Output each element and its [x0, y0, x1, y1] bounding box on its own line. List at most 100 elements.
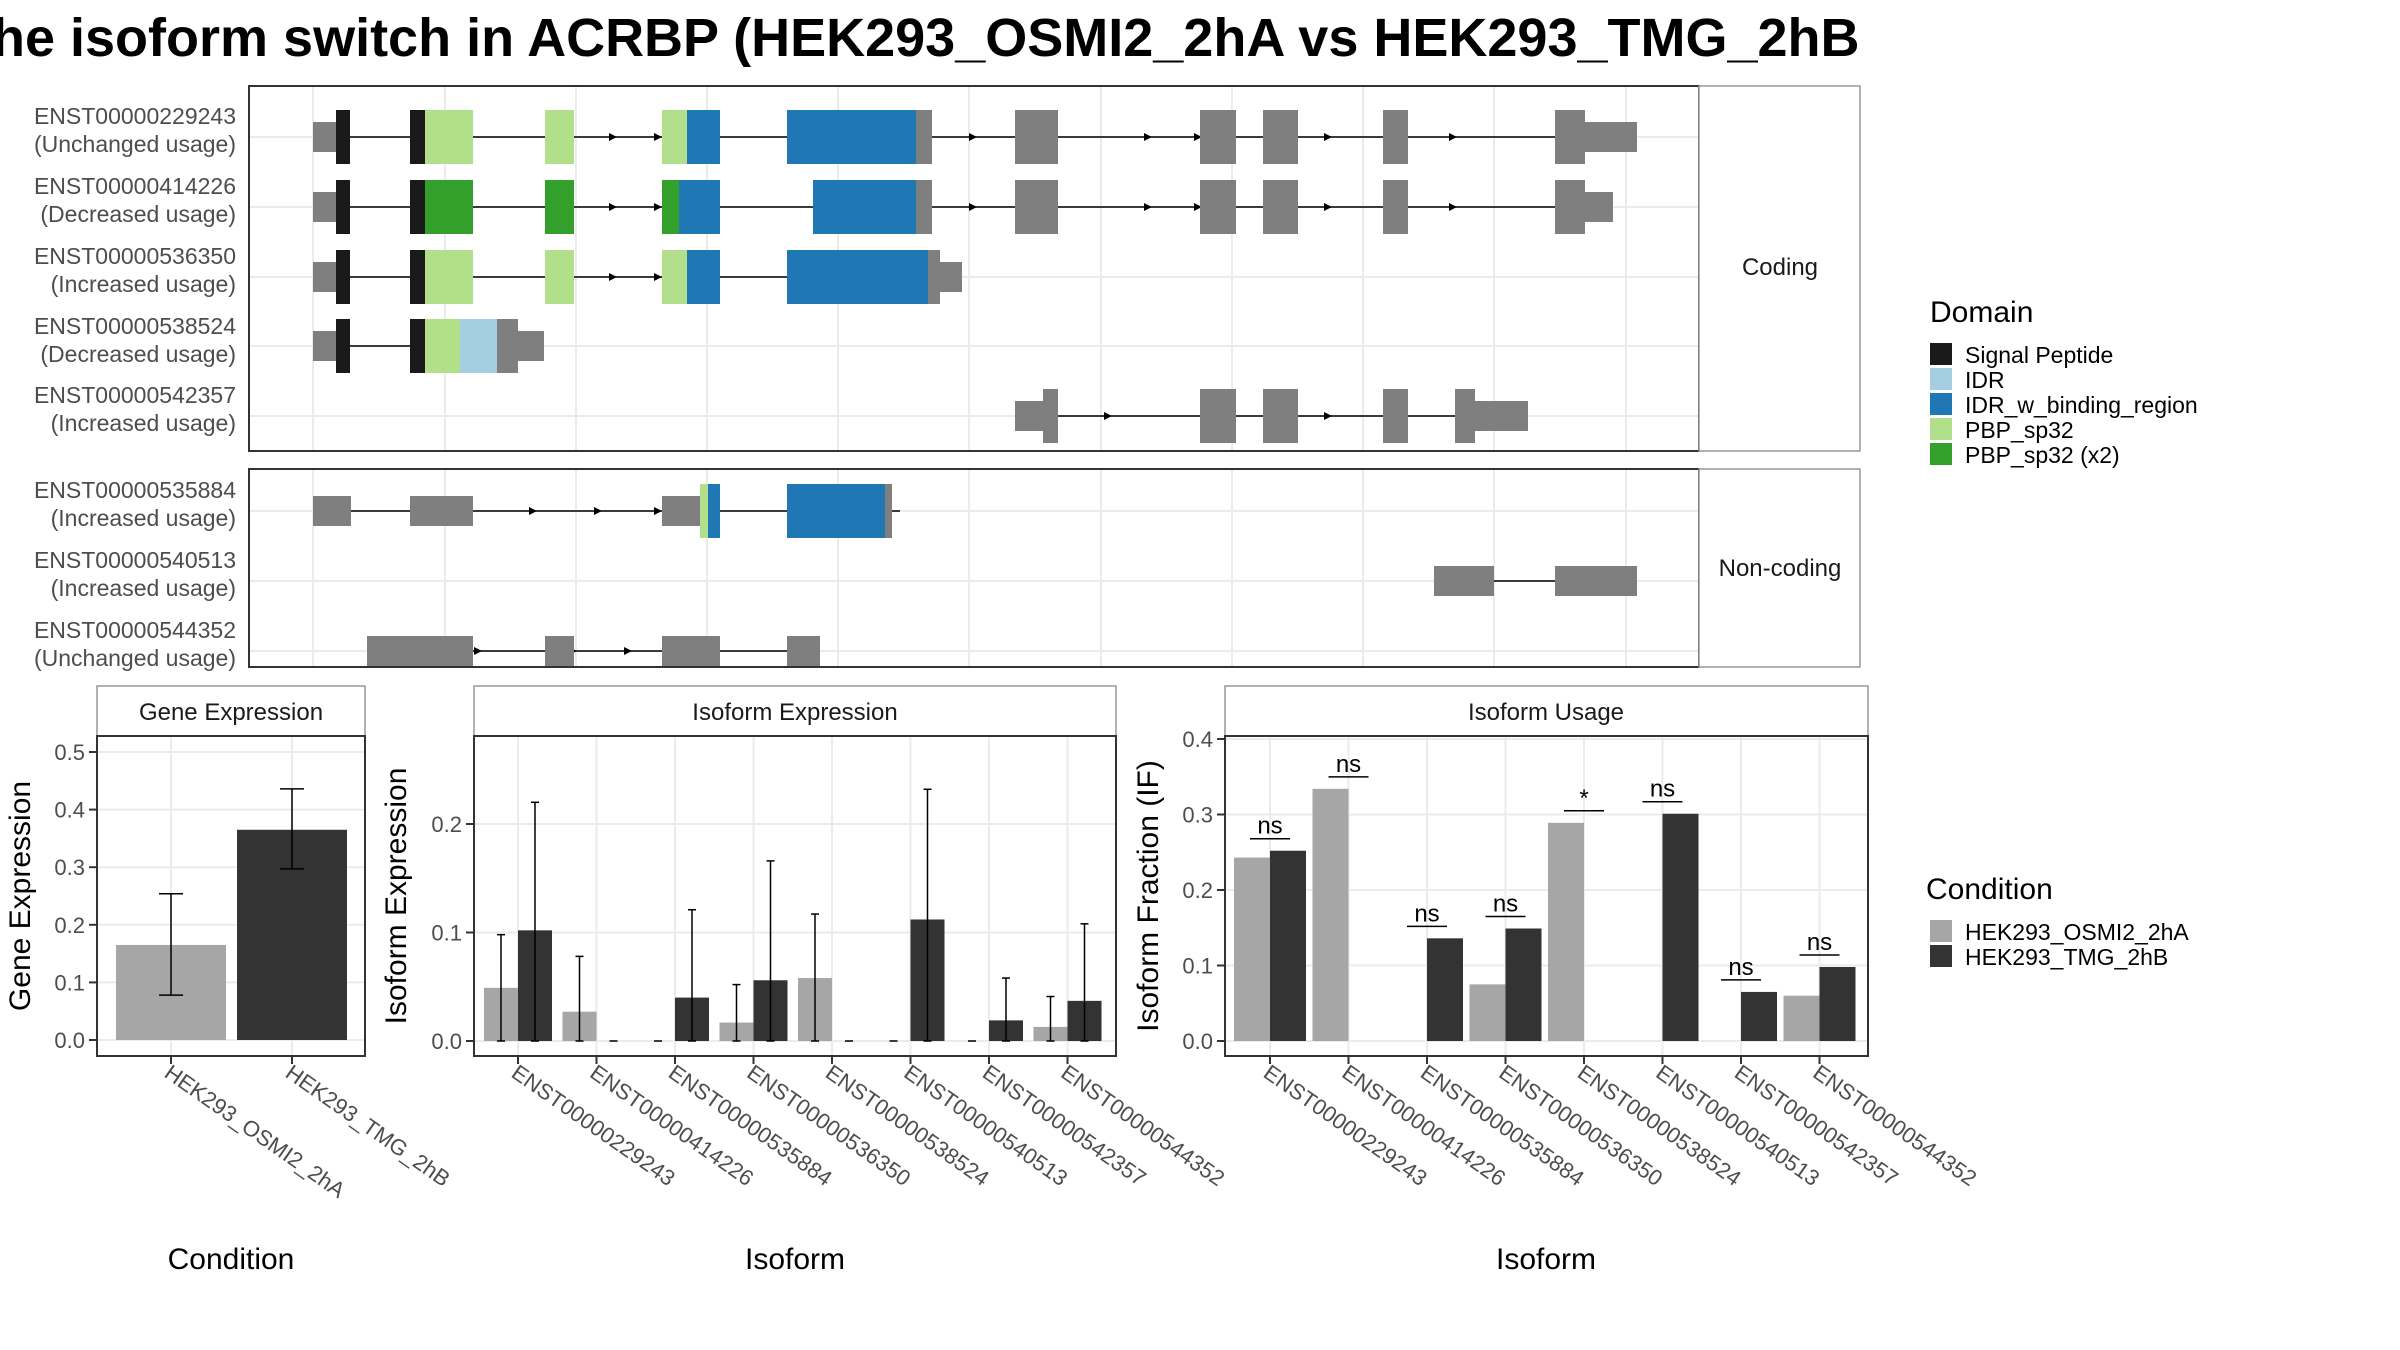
y-tick-label: 0.4: [54, 798, 85, 823]
intron-arrow: [654, 203, 662, 211]
transcript-label: ENST00000229243: [34, 103, 236, 129]
exon-segment: [1475, 401, 1528, 431]
plot-border: [96, 735, 366, 1057]
structure-tracks: [313, 110, 1637, 666]
exon-segment: [497, 319, 518, 373]
transcript-usage-label: (Decreased usage): [40, 341, 236, 367]
exon-segment: [425, 250, 473, 304]
exon-segment: [313, 496, 351, 526]
bar: [1505, 928, 1542, 1041]
significance-label: *: [1579, 785, 1588, 812]
exon-segment: [940, 262, 962, 292]
exon-segment: [1263, 110, 1298, 164]
isoform-expression-chart: Isoform Expression Isoform Isoform Expre…: [380, 685, 1229, 1276]
bar: [1469, 984, 1506, 1041]
exon-segment: [545, 110, 574, 164]
exon-segment: [410, 250, 425, 304]
exon-segment: [1585, 122, 1637, 152]
intron-arrow: [654, 273, 662, 281]
chart-title: Gene Expression: [139, 699, 323, 726]
significance-label: ns: [1493, 891, 1518, 918]
transcript-label: ENST00000538524: [34, 313, 236, 339]
exon-segment: [1015, 401, 1043, 431]
y-tick-label: 0.3: [1182, 803, 1213, 828]
y-tick-label: 0.1: [54, 970, 85, 995]
intron-arrow: [1449, 133, 1457, 141]
bar: [1270, 850, 1306, 1041]
exon-segment: [885, 484, 892, 538]
significance-label: ns: [1414, 900, 1439, 927]
y-tick-label: 0.1: [1182, 954, 1213, 979]
chart-strip: [96, 685, 366, 737]
exon-segment: [313, 331, 336, 361]
exon-segment: [1383, 180, 1408, 234]
transcript-label: ENST00000414226: [34, 173, 236, 199]
exon-segment: [1585, 192, 1613, 222]
y-tick-label: 0.2: [431, 812, 462, 837]
condition-legend-title: Condition: [1926, 873, 2053, 906]
exon-segment: [1263, 180, 1298, 234]
exon-segment: [662, 636, 720, 666]
exon-segment: [410, 110, 425, 164]
y-tick-label: 0.4: [1182, 727, 1213, 752]
y-axis-title: Isoform Fraction (IF): [1132, 760, 1165, 1032]
bar: [1662, 813, 1699, 1041]
intron-arrow: [1194, 203, 1202, 211]
exon-segment: [787, 110, 916, 164]
legend-key-cond-a: [1930, 920, 1952, 942]
transcript-track: [313, 319, 544, 373]
exon-segment: [916, 180, 932, 234]
intron-arrow: [969, 133, 977, 141]
exon-segment: [313, 262, 336, 292]
exon-segment: [1455, 389, 1475, 443]
legend-label: IDR_w_binding_region: [1965, 392, 2198, 418]
intron-arrow: [1144, 133, 1152, 141]
exon-segment: [425, 110, 473, 164]
bar: [1312, 788, 1349, 1041]
exon-segment: [410, 496, 473, 526]
bar: [1819, 967, 1856, 1041]
transcript-usage-label: (Decreased usage): [40, 201, 236, 227]
bar: [1234, 857, 1270, 1041]
exon-segment: [687, 110, 720, 164]
exon-segment: [545, 180, 574, 234]
chart-strip: [1224, 685, 1869, 737]
intron-arrow: [1324, 133, 1332, 141]
intron-arrow: [654, 507, 662, 515]
bar: [1783, 995, 1820, 1041]
y-tick-label: 0.5: [54, 740, 85, 765]
intron-arrow: [654, 133, 662, 141]
transcript-usage-label: (Unchanged usage): [34, 131, 236, 157]
intron-arrow: [1324, 203, 1332, 211]
transcript-structure-panel: Coding Non-coding ENST00000229243 (Uncha…: [34, 85, 1861, 671]
legend-label: Signal Peptide: [1965, 342, 2113, 368]
exon-segment: [813, 180, 916, 234]
exon-segment: [545, 250, 574, 304]
intron-arrow: [1144, 203, 1152, 211]
exon-segment: [1555, 110, 1585, 164]
exon-segment: [708, 484, 720, 538]
y-axis-title: Gene Expression: [4, 781, 37, 1011]
transcript-usage-label: (Unchanged usage): [34, 645, 236, 671]
exon-segment: [367, 636, 473, 666]
significance-label: ns: [1728, 954, 1753, 981]
transcript-label: ENST00000542357: [34, 382, 236, 408]
exon-segment: [518, 331, 544, 361]
y-tick-label: 0.0: [431, 1029, 462, 1054]
domain-legend: Domain Signal Peptide IDR IDR_w_binding_…: [1930, 296, 2198, 468]
legend-key-pbp-sp32-x2: [1930, 443, 1952, 465]
legend-key-idr-binding: [1930, 393, 1952, 415]
exon-segment: [662, 250, 687, 304]
exon-segment: [662, 496, 700, 526]
y-tick-label: 0.1: [431, 921, 462, 946]
significance-label: ns: [1807, 929, 1832, 956]
intron-arrow: [609, 203, 617, 211]
x-axis-title: Condition: [168, 1243, 295, 1276]
legend-label: PBP_sp32 (x2): [1965, 442, 2120, 468]
transcript-track: [313, 250, 962, 304]
exon-segment: [336, 180, 350, 234]
bar: [1427, 938, 1463, 1041]
exon-segment: [1383, 110, 1408, 164]
exon-segment: [425, 180, 473, 234]
